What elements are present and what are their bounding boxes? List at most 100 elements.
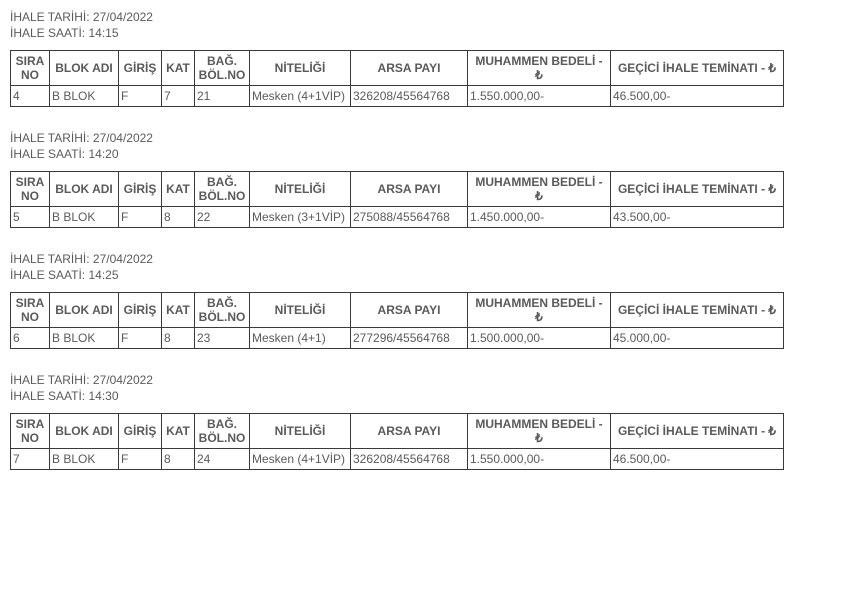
column-header: GEÇİCİ İHALE TEMİNATI - ₺ — [611, 172, 784, 207]
column-header: MUHAMMEN BEDELİ - ₺ — [468, 293, 611, 328]
column-header: SIRA NO — [11, 293, 50, 328]
ihale-saati-label: İHALE SAATİ: — [10, 389, 85, 403]
ihale-tarihi-value: 27/04/2022 — [93, 10, 153, 24]
cell-sira-no: 5 — [11, 207, 50, 228]
column-header: MUHAMMEN BEDELİ - ₺ — [468, 51, 611, 86]
column-header: BLOK ADI — [50, 51, 119, 86]
table-header-row: SIRA NOBLOK ADIGİRİŞKATBAĞ. BÖL.NONİTELİ… — [11, 414, 784, 449]
cell-blok-adi: B BLOK — [50, 207, 119, 228]
cell-blok-adi: B BLOK — [50, 449, 119, 470]
table-row: 4B BLOKF721Mesken (4+1VİP)326208/4556476… — [11, 86, 784, 107]
column-header: KAT — [162, 414, 195, 449]
cell-arsa-payi: 326208/45564768 — [351, 449, 468, 470]
ihale-tarihi-line: İHALE TARİHİ: 27/04/2022 — [10, 373, 855, 387]
cell-muhammen: 1.550.000,00- — [468, 86, 611, 107]
column-header: BLOK ADI — [50, 293, 119, 328]
table-row: 7B BLOKF824Mesken (4+1VİP)326208/4556476… — [11, 449, 784, 470]
cell-teminat: 46.500,00- — [611, 86, 784, 107]
cell-muhammen: 1.500.000,00- — [468, 328, 611, 349]
auction-table: SIRA NOBLOK ADIGİRİŞKATBAĞ. BÖL.NONİTELİ… — [10, 50, 784, 107]
ihale-tarihi-label: İHALE TARİHİ: — [10, 131, 90, 145]
table-header-row: SIRA NOBLOK ADIGİRİŞKATBAĞ. BÖL.NONİTELİ… — [11, 293, 784, 328]
column-header: ARSA PAYI — [351, 414, 468, 449]
column-header: BAĞ. BÖL.NO — [195, 293, 250, 328]
cell-niteligi: Mesken (4+1) — [250, 328, 351, 349]
cell-giris: F — [119, 86, 162, 107]
table-header-row: SIRA NOBLOK ADIGİRİŞKATBAĞ. BÖL.NONİTELİ… — [11, 172, 784, 207]
auction-section: İHALE TARİHİ: 27/04/2022 İHALE SAATİ: 14:… — [10, 131, 855, 228]
ihale-saati-label: İHALE SAATİ: — [10, 26, 85, 40]
cell-bag-bol-no: 23 — [195, 328, 250, 349]
column-header: SIRA NO — [11, 414, 50, 449]
column-header: NİTELİĞİ — [250, 51, 351, 86]
cell-kat: 7 — [162, 86, 195, 107]
ihale-saati-value: 14:15 — [88, 26, 118, 40]
cell-muhammen: 1.450.000,00- — [468, 207, 611, 228]
cell-kat: 8 — [162, 449, 195, 470]
column-header: SIRA NO — [11, 172, 50, 207]
auction-section: İHALE TARİHİ: 27/04/2022 İHALE SAATİ: 14:… — [10, 252, 855, 349]
column-header: KAT — [162, 172, 195, 207]
column-header: BLOK ADI — [50, 414, 119, 449]
column-header: ARSA PAYI — [351, 51, 468, 86]
cell-giris: F — [119, 449, 162, 470]
column-header: SIRA NO — [11, 51, 50, 86]
ihale-saati-line: İHALE SAATİ: 14:15 — [10, 26, 855, 40]
ihale-tarihi-line: İHALE TARİHİ: 27/04/2022 — [10, 252, 855, 266]
cell-kat: 8 — [162, 207, 195, 228]
ihale-tarihi-value: 27/04/2022 — [93, 373, 153, 387]
cell-sira-no: 6 — [11, 328, 50, 349]
column-header: GEÇİCİ İHALE TEMİNATI - ₺ — [611, 51, 784, 86]
cell-niteligi: Mesken (3+1VİP) — [250, 207, 351, 228]
column-header: BAĞ. BÖL.NO — [195, 172, 250, 207]
auction-table: SIRA NOBLOK ADIGİRİŞKATBAĞ. BÖL.NONİTELİ… — [10, 413, 784, 470]
document-root: İHALE TARİHİ: 27/04/2022 İHALE SAATİ: 14:… — [10, 10, 855, 470]
ihale-tarihi-label: İHALE TARİHİ: — [10, 10, 90, 24]
column-header: KAT — [162, 293, 195, 328]
column-header: NİTELİĞİ — [250, 414, 351, 449]
cell-arsa-payi: 275088/45564768 — [351, 207, 468, 228]
cell-kat: 8 — [162, 328, 195, 349]
auction-table: SIRA NOBLOK ADIGİRİŞKATBAĞ. BÖL.NONİTELİ… — [10, 171, 784, 228]
auction-section: İHALE TARİHİ: 27/04/2022 İHALE SAATİ: 14:… — [10, 373, 855, 470]
ihale-tarihi-label: İHALE TARİHİ: — [10, 252, 90, 266]
column-header: GİRİŞ — [119, 51, 162, 86]
column-header: GEÇİCİ İHALE TEMİNATI - ₺ — [611, 414, 784, 449]
ihale-saati-line: İHALE SAATİ: 14:25 — [10, 268, 855, 282]
cell-muhammen: 1.550.000,00- — [468, 449, 611, 470]
ihale-tarihi-line: İHALE TARİHİ: 27/04/2022 — [10, 10, 855, 24]
cell-sira-no: 7 — [11, 449, 50, 470]
cell-bag-bol-no: 24 — [195, 449, 250, 470]
column-header: ARSA PAYI — [351, 172, 468, 207]
column-header: MUHAMMEN BEDELİ - ₺ — [468, 172, 611, 207]
column-header: BAĞ. BÖL.NO — [195, 51, 250, 86]
column-header: NİTELİĞİ — [250, 293, 351, 328]
ihale-saati-value: 14:25 — [88, 268, 118, 282]
column-header: GİRİŞ — [119, 414, 162, 449]
ihale-saati-label: İHALE SAATİ: — [10, 147, 85, 161]
column-header: GİRİŞ — [119, 293, 162, 328]
auction-table: SIRA NOBLOK ADIGİRİŞKATBAĞ. BÖL.NONİTELİ… — [10, 292, 784, 349]
ihale-saati-value: 14:20 — [88, 147, 118, 161]
column-header: BLOK ADI — [50, 172, 119, 207]
cell-blok-adi: B BLOK — [50, 328, 119, 349]
ihale-saati-label: İHALE SAATİ: — [10, 268, 85, 282]
cell-bag-bol-no: 21 — [195, 86, 250, 107]
cell-niteligi: Mesken (4+1VİP) — [250, 449, 351, 470]
column-header: NİTELİĞİ — [250, 172, 351, 207]
table-row: 5B BLOKF822Mesken (3+1VİP)275088/4556476… — [11, 207, 784, 228]
ihale-tarihi-value: 27/04/2022 — [93, 252, 153, 266]
table-header-row: SIRA NOBLOK ADIGİRİŞKATBAĞ. BÖL.NONİTELİ… — [11, 51, 784, 86]
cell-teminat: 43.500,00- — [611, 207, 784, 228]
table-row: 6B BLOKF823Mesken (4+1)277296/455647681.… — [11, 328, 784, 349]
cell-bag-bol-no: 22 — [195, 207, 250, 228]
ihale-tarihi-value: 27/04/2022 — [93, 131, 153, 145]
ihale-tarihi-line: İHALE TARİHİ: 27/04/2022 — [10, 131, 855, 145]
ihale-saati-value: 14:30 — [88, 389, 118, 403]
column-header: GEÇİCİ İHALE TEMİNATI - ₺ — [611, 293, 784, 328]
cell-arsa-payi: 277296/45564768 — [351, 328, 468, 349]
auction-section: İHALE TARİHİ: 27/04/2022 İHALE SAATİ: 14:… — [10, 10, 855, 107]
cell-sira-no: 4 — [11, 86, 50, 107]
ihale-saati-line: İHALE SAATİ: 14:30 — [10, 389, 855, 403]
cell-blok-adi: B BLOK — [50, 86, 119, 107]
